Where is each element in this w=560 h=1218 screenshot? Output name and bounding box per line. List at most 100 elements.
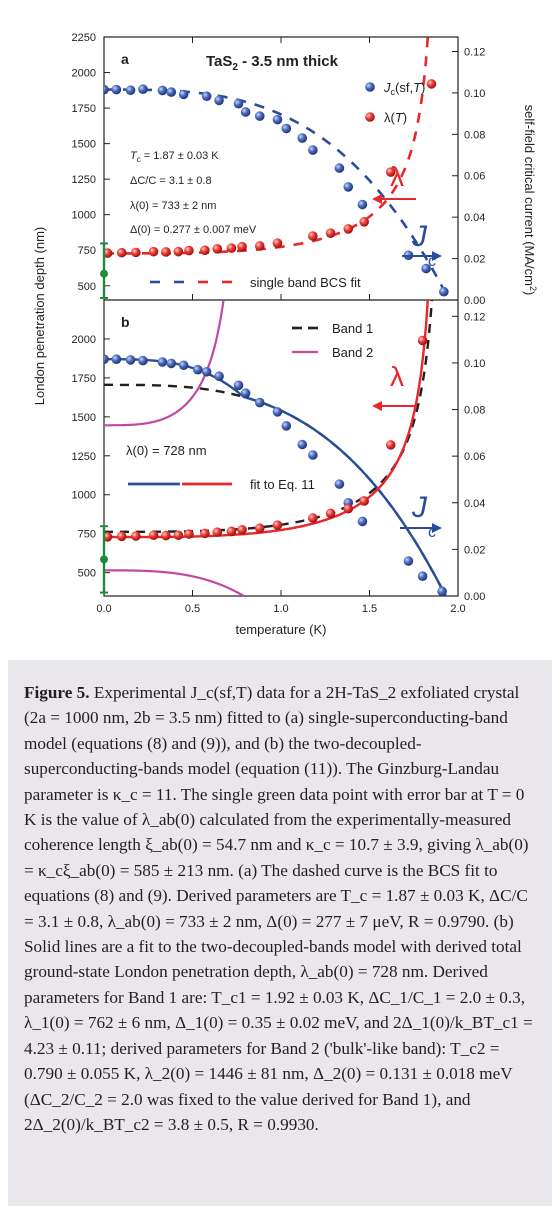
legend-lambda-label: λ(T) bbox=[384, 110, 407, 125]
y-tick-label: 2250 bbox=[72, 32, 96, 44]
lambda-point bbox=[254, 241, 265, 251]
jc-point bbox=[308, 450, 318, 460]
jc-point bbox=[111, 354, 122, 365]
y-tick-label: 1500 bbox=[72, 412, 96, 424]
panel-b-lambda0: λ(0) = 728 nm bbox=[126, 443, 207, 458]
lambda-annotation-a: λ bbox=[390, 161, 404, 192]
lambda-point bbox=[161, 530, 171, 541]
lambda-arrowhead-b bbox=[372, 401, 382, 411]
lambda-point bbox=[212, 527, 223, 537]
y2-tick-label: 0.02 bbox=[464, 254, 485, 266]
y2-tick-label: 0.10 bbox=[464, 358, 485, 370]
lambda-annotation-b: λ bbox=[390, 361, 404, 392]
lambda-point bbox=[148, 246, 159, 257]
jc-point bbox=[104, 84, 109, 95]
figure-5-plot: 500 750 1000 1250 1500 1750 2000 2250 0.00 0.02 0.… bbox=[32, 32, 538, 637]
param-dc: ΔC/C = 3.1 ± 0.8 bbox=[130, 175, 212, 187]
y2-tick-label: 0.04 bbox=[464, 212, 485, 224]
jc-annotation-a-sub: c bbox=[428, 253, 436, 270]
y2-axis-title: self-field critical current (MA/cm2) bbox=[522, 105, 538, 296]
jc-point bbox=[138, 355, 148, 366]
y2-tick-label: 0.00 bbox=[464, 295, 485, 307]
jc-point bbox=[439, 286, 449, 297]
caption-text: Experimental J_c(sf,T) data for a 2H-TaS… bbox=[24, 683, 533, 1134]
jc-annotation-a: J bbox=[411, 220, 428, 253]
panel-a-params: Tc = 1.87 ± 0.03 K ΔC/C = 3.1 ± 0.8 λ(0)… bbox=[130, 150, 257, 236]
jc-point bbox=[403, 556, 414, 566]
lambda-point bbox=[325, 508, 336, 519]
jc-point bbox=[193, 364, 203, 375]
lambda-point bbox=[343, 224, 354, 234]
jc-point bbox=[138, 84, 148, 94]
figure-caption-box: Figure 5. Experimental J_c(sf,T) data fo… bbox=[8, 660, 552, 1206]
x-tick-label: 0.0 bbox=[96, 603, 111, 615]
lambda-point bbox=[237, 524, 247, 535]
lambda-point bbox=[173, 246, 184, 257]
panel-a-label: a bbox=[121, 51, 129, 67]
lambda-point bbox=[184, 245, 194, 256]
band2-jc-curve bbox=[104, 569, 245, 596]
legend-band2-label: Band 2 bbox=[332, 345, 373, 360]
lambda-point bbox=[131, 531, 141, 541]
jc-point bbox=[178, 89, 189, 100]
jc-point bbox=[334, 479, 345, 489]
jc-point bbox=[281, 421, 292, 431]
y2-tick-label: 0.08 bbox=[464, 129, 485, 141]
y-tick-label: 1750 bbox=[72, 373, 96, 385]
jc-point bbox=[357, 516, 368, 527]
jc-point bbox=[297, 439, 308, 450]
x-axis-title: temperature (K) bbox=[235, 622, 326, 637]
y-tick-label: 2000 bbox=[72, 334, 96, 346]
y-tick-label: 500 bbox=[78, 568, 96, 580]
lambda-point bbox=[272, 238, 283, 248]
figure-caption: Figure 5. Experimental J_c(sf,T) data fo… bbox=[24, 680, 538, 1137]
y-tick-label: 2000 bbox=[72, 68, 96, 80]
jc-arrowhead-a bbox=[432, 251, 442, 261]
jc-point bbox=[166, 358, 177, 369]
lambda-point bbox=[184, 529, 194, 539]
jc-point bbox=[111, 84, 122, 95]
jc-point bbox=[166, 87, 177, 97]
lambda-point bbox=[325, 228, 336, 238]
jc-point bbox=[240, 107, 251, 117]
jc-point bbox=[233, 380, 244, 391]
jc-annotation-b: J bbox=[411, 491, 428, 524]
y-tick-label: 1500 bbox=[72, 139, 96, 151]
jc-point bbox=[157, 357, 168, 367]
jc-point bbox=[214, 371, 224, 382]
band2-lambda-curve bbox=[104, 300, 225, 427]
y2-tick-label: 0.12 bbox=[464, 311, 485, 323]
lambda-point bbox=[226, 526, 237, 537]
jc-point bbox=[157, 85, 168, 96]
lambda-point bbox=[343, 503, 354, 514]
legend-jc-label: Jc(sf,T) bbox=[383, 80, 425, 97]
lambda-fit-b bbox=[104, 300, 429, 539]
legend-jc-marker bbox=[365, 82, 375, 92]
jc-arrowhead-b bbox=[432, 523, 442, 533]
lambda-point bbox=[385, 440, 396, 450]
jc-point bbox=[201, 366, 212, 377]
y-tick-label: 500 bbox=[78, 281, 96, 293]
jc-point bbox=[297, 133, 308, 143]
axis-ticks: 500 750 1000 1250 1500 1750 2000 2250 0.00 0.02 0.… bbox=[72, 32, 486, 615]
jc-point bbox=[417, 571, 428, 581]
lambda-point bbox=[226, 243, 237, 253]
lambda-point bbox=[254, 523, 265, 534]
lambda-point bbox=[272, 520, 283, 530]
jc-point bbox=[272, 407, 283, 417]
lambda-point bbox=[417, 335, 428, 346]
lambda-point bbox=[359, 217, 369, 227]
lambda-point bbox=[212, 244, 223, 254]
jc-point bbox=[357, 199, 368, 210]
green-point bbox=[100, 555, 108, 564]
jc-point bbox=[125, 355, 136, 365]
x-tick-label: 2.0 bbox=[450, 603, 465, 615]
fit-legend-label-b: fit to Eq. 11 bbox=[250, 477, 315, 492]
lambda-fit-a bbox=[104, 37, 430, 255]
lambda-arrowhead-a bbox=[372, 194, 382, 204]
jc-point bbox=[233, 98, 244, 109]
y-tick-label: 750 bbox=[78, 245, 96, 257]
lambda-point bbox=[308, 231, 318, 241]
y-axis-title: London penetration depth (nm) bbox=[32, 227, 47, 406]
param-tc: Tc = 1.87 ± 0.03 K bbox=[130, 150, 219, 164]
